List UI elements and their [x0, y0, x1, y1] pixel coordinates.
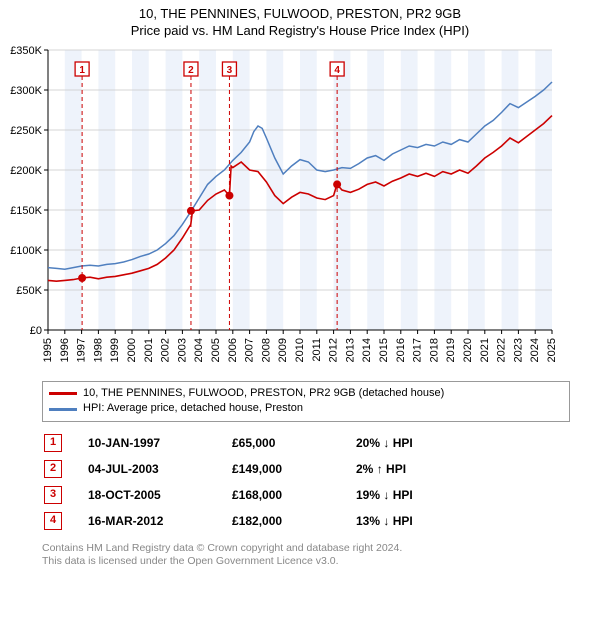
marker-dot-3	[225, 192, 233, 200]
svg-text:2003: 2003	[176, 338, 188, 362]
transaction-price: £65,000	[230, 430, 354, 456]
transaction-row: 3 18-OCT-2005£168,00019% ↓ HPI	[42, 482, 570, 508]
transaction-date: 04-JUL-2003	[86, 456, 230, 482]
svg-text:£150K: £150K	[10, 205, 42, 217]
legend-item-0: 10, THE PENNINES, FULWOOD, PRESTON, PR2 …	[49, 386, 563, 401]
svg-text:2015: 2015	[378, 338, 390, 362]
transaction-price: £168,000	[230, 482, 354, 508]
transaction-price: £149,000	[230, 456, 354, 482]
footer-attribution: Contains HM Land Registry data © Crown c…	[42, 542, 570, 569]
transaction-delta: 19% ↓ HPI	[354, 482, 570, 508]
svg-text:2001: 2001	[143, 338, 155, 362]
transaction-row: 1 10-JAN-1997£65,00020% ↓ HPI	[42, 430, 570, 456]
svg-text:2002: 2002	[160, 338, 172, 362]
transaction-delta: 20% ↓ HPI	[354, 430, 570, 456]
transaction-row: 4 16-MAR-2012£182,00013% ↓ HPI	[42, 508, 570, 534]
transaction-delta: 13% ↓ HPI	[354, 508, 570, 534]
title-address: 10, THE PENNINES, FULWOOD, PRESTON, PR2 …	[4, 6, 596, 21]
line-chart: £0 £50K £100K £150K £200K £250K £300K £350K 1995…	[0, 40, 560, 370]
svg-text:£250K: £250K	[10, 125, 42, 137]
transaction-date: 18-OCT-2005	[86, 482, 230, 508]
svg-text:2017: 2017	[412, 338, 424, 362]
svg-text:£0: £0	[30, 325, 42, 337]
footer-line2: This data is licensed under the Open Gov…	[42, 555, 570, 569]
marker-dot-1	[78, 274, 86, 282]
arrow-up-icon: ↑	[377, 462, 383, 476]
svg-text:£350K: £350K	[10, 45, 42, 57]
svg-text:2014: 2014	[361, 338, 373, 362]
svg-text:1997: 1997	[76, 338, 88, 362]
svg-text:2022: 2022	[496, 338, 508, 362]
svg-text:2006: 2006	[227, 338, 239, 362]
transaction-delta: 2% ↑ HPI	[354, 456, 570, 482]
svg-text:1996: 1996	[59, 338, 71, 362]
legend: 10, THE PENNINES, FULWOOD, PRESTON, PR2 …	[42, 381, 570, 422]
legend-label: 10, THE PENNINES, FULWOOD, PRESTON, PR2 …	[83, 386, 444, 401]
svg-text:2012: 2012	[328, 338, 340, 362]
svg-text:£200K: £200K	[10, 165, 42, 177]
svg-text:2008: 2008	[260, 338, 272, 362]
legend-swatch	[49, 408, 77, 411]
svg-text:2000: 2000	[126, 338, 138, 362]
svg-text:3: 3	[227, 65, 233, 76]
svg-text:2018: 2018	[428, 338, 440, 362]
legend-label: HPI: Average price, detached house, Pres…	[83, 401, 303, 416]
transaction-marker: 1	[44, 434, 62, 452]
svg-text:2009: 2009	[277, 338, 289, 362]
title-subtitle: Price paid vs. HM Land Registry's House …	[4, 23, 596, 38]
legend-item-1: HPI: Average price, detached house, Pres…	[49, 401, 563, 416]
marker-dot-4	[333, 180, 341, 188]
svg-text:2013: 2013	[344, 338, 356, 362]
footer-line1: Contains HM Land Registry data © Crown c…	[42, 542, 570, 556]
svg-text:2023: 2023	[512, 338, 524, 362]
transaction-marker: 2	[44, 460, 62, 478]
svg-text:2024: 2024	[529, 338, 541, 362]
chart-titles: 10, THE PENNINES, FULWOOD, PRESTON, PR2 …	[0, 0, 600, 40]
svg-text:2020: 2020	[462, 338, 474, 362]
svg-text:2011: 2011	[311, 338, 323, 362]
transaction-date: 16-MAR-2012	[86, 508, 230, 534]
transaction-marker: 4	[44, 512, 62, 530]
chart-area: £0 £50K £100K £150K £200K £250K £300K £350K 1995…	[0, 40, 600, 375]
svg-text:1995: 1995	[42, 338, 54, 362]
svg-text:£300K: £300K	[10, 85, 42, 97]
svg-text:2019: 2019	[445, 338, 457, 362]
arrow-down-icon: ↓	[383, 436, 389, 450]
svg-text:1999: 1999	[109, 338, 121, 362]
svg-text:2016: 2016	[395, 338, 407, 362]
legend-swatch	[49, 392, 77, 395]
arrow-down-icon: ↓	[383, 488, 389, 502]
svg-text:£100K: £100K	[10, 245, 42, 257]
marker-dot-2	[187, 207, 195, 215]
svg-text:2010: 2010	[294, 338, 306, 362]
svg-text:2021: 2021	[479, 338, 491, 362]
svg-text:1: 1	[79, 65, 85, 76]
transaction-row: 2 04-JUL-2003£149,0002% ↑ HPI	[42, 456, 570, 482]
svg-text:2025: 2025	[546, 338, 558, 362]
svg-text:2: 2	[188, 65, 194, 76]
transaction-price: £182,000	[230, 508, 354, 534]
svg-text:2007: 2007	[244, 338, 256, 362]
svg-text:2004: 2004	[193, 338, 205, 362]
transaction-marker: 3	[44, 486, 62, 504]
svg-text:4: 4	[334, 65, 340, 76]
svg-text:1998: 1998	[92, 338, 104, 362]
transactions-table: 1 10-JAN-1997£65,00020% ↓ HPI 2 04-JUL-2003…	[42, 430, 570, 534]
arrow-down-icon: ↓	[383, 514, 389, 528]
transaction-date: 10-JAN-1997	[86, 430, 230, 456]
svg-text:£50K: £50K	[16, 285, 42, 297]
svg-text:2005: 2005	[210, 338, 222, 362]
